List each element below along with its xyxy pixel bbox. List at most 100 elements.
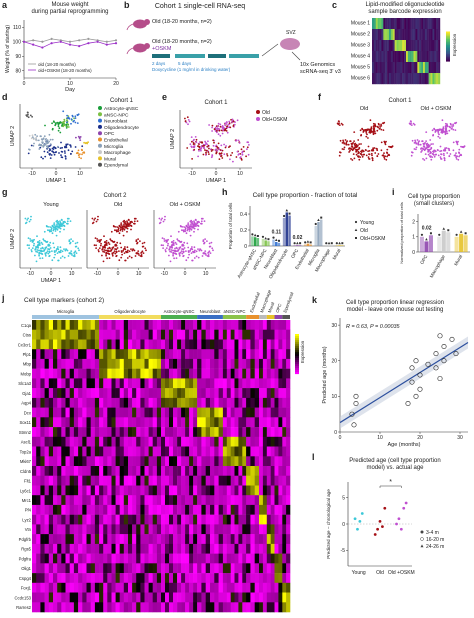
- umap-point: [187, 224, 190, 226]
- umap-point: [442, 130, 444, 133]
- heat-cell: [144, 563, 149, 574]
- heat-cell: [44, 475, 50, 486]
- heat-cell: [48, 456, 54, 467]
- heat-cell: [242, 358, 247, 369]
- heat-cell: [61, 543, 66, 554]
- heat-cell: [226, 534, 231, 545]
- row-label: Mouse 5: [351, 65, 370, 71]
- umap-point: [108, 243, 111, 246]
- heat-cell: [165, 397, 170, 408]
- heat-cell: [246, 524, 251, 535]
- umap-point: [437, 154, 440, 157]
- umap-point: [53, 228, 55, 231]
- umap-point: [44, 155, 47, 158]
- heat-cell: [107, 543, 112, 554]
- heat-cell: [254, 378, 260, 389]
- umap-point: [102, 245, 104, 248]
- heat-cell: [169, 534, 174, 545]
- heat-cell: [103, 602, 108, 613]
- heat-cell: [254, 368, 260, 379]
- heat-cell: [201, 524, 206, 535]
- heat-cell: [86, 524, 91, 535]
- heat-cell: [161, 407, 166, 418]
- umap-point: [50, 230, 53, 233]
- heat-cell: [173, 320, 178, 330]
- heat-cell: [266, 417, 271, 428]
- umap-point: [433, 155, 436, 158]
- heat-cell: [238, 427, 243, 438]
- heat-cell: [278, 592, 283, 603]
- umap-point: [76, 114, 79, 116]
- x-axis-label: UMAP 1: [46, 178, 66, 184]
- umap-point: [338, 120, 340, 123]
- group-label: Ependymal: [282, 291, 294, 313]
- heat-cell: [173, 417, 178, 428]
- heat-cell: [123, 573, 129, 584]
- heat-cell: [173, 446, 178, 457]
- heat-cell: [169, 573, 174, 584]
- umap-point: [33, 242, 35, 245]
- heat-cell: [140, 349, 145, 360]
- umap-point: [53, 226, 55, 229]
- umap-point: [223, 129, 226, 132]
- umap-point: [68, 117, 71, 120]
- heat-cell: [404, 51, 407, 63]
- umap-point: [430, 158, 433, 161]
- umap-point: [338, 154, 341, 157]
- heat-cell: [69, 456, 75, 467]
- heat-cell: [214, 339, 219, 350]
- heat-cell: [254, 495, 260, 506]
- point: [68, 40, 72, 43]
- heat-cell: [36, 436, 41, 447]
- label: Old + OSKM: [169, 202, 200, 208]
- heat-cell: [274, 582, 279, 593]
- heat-cell: [234, 388, 239, 399]
- heat-cell: [270, 592, 275, 603]
- heat-cell: [270, 368, 275, 379]
- heat-cell: [40, 397, 45, 408]
- heat-cell: [250, 563, 255, 574]
- umap-point: [70, 153, 72, 155]
- heat-cell: [53, 563, 58, 574]
- heat-cell: [234, 339, 239, 350]
- heat-cell: [82, 417, 87, 428]
- heat-cell: [86, 553, 91, 564]
- heat-cell: [205, 475, 211, 486]
- heat-cell: [128, 378, 133, 389]
- heat-cell: [90, 388, 96, 399]
- heat-cell: [111, 407, 116, 418]
- heat-cell: [404, 18, 407, 30]
- heat-cell: [270, 524, 275, 535]
- heat-cell: [128, 358, 133, 369]
- heat-cell: [78, 427, 83, 438]
- colorbar: [295, 362, 299, 365]
- gene-label: Cspg4: [19, 576, 32, 581]
- umap-point: [382, 122, 384, 125]
- heat-cell: [148, 553, 153, 564]
- heat-cell: [78, 534, 83, 545]
- umap-point: [226, 125, 229, 128]
- umap-point: [172, 240, 175, 242]
- heat-cell: [282, 456, 287, 467]
- umap-point: [352, 148, 355, 151]
- heat-cell: [165, 388, 170, 399]
- heat-cell: [36, 543, 41, 554]
- heat-cell: [128, 563, 133, 574]
- heat-cell: [185, 602, 190, 613]
- heat-cell: [189, 427, 194, 438]
- heat-cell: [40, 573, 45, 584]
- heat-cell: [415, 18, 418, 30]
- heat-cell: [210, 514, 215, 525]
- heat-cell: [389, 73, 392, 85]
- arrow: [291, 51, 301, 61]
- heat-cell: [40, 602, 45, 613]
- heat-cell: [40, 553, 45, 564]
- heat-cell: [65, 475, 70, 486]
- umap-point: [439, 156, 442, 159]
- umap-point: [341, 148, 344, 150]
- heat-cell: [372, 51, 375, 63]
- heat-cell: [438, 73, 441, 85]
- umap-point: [367, 150, 369, 153]
- heat-cell: [222, 524, 228, 535]
- heat-cell: [44, 358, 50, 369]
